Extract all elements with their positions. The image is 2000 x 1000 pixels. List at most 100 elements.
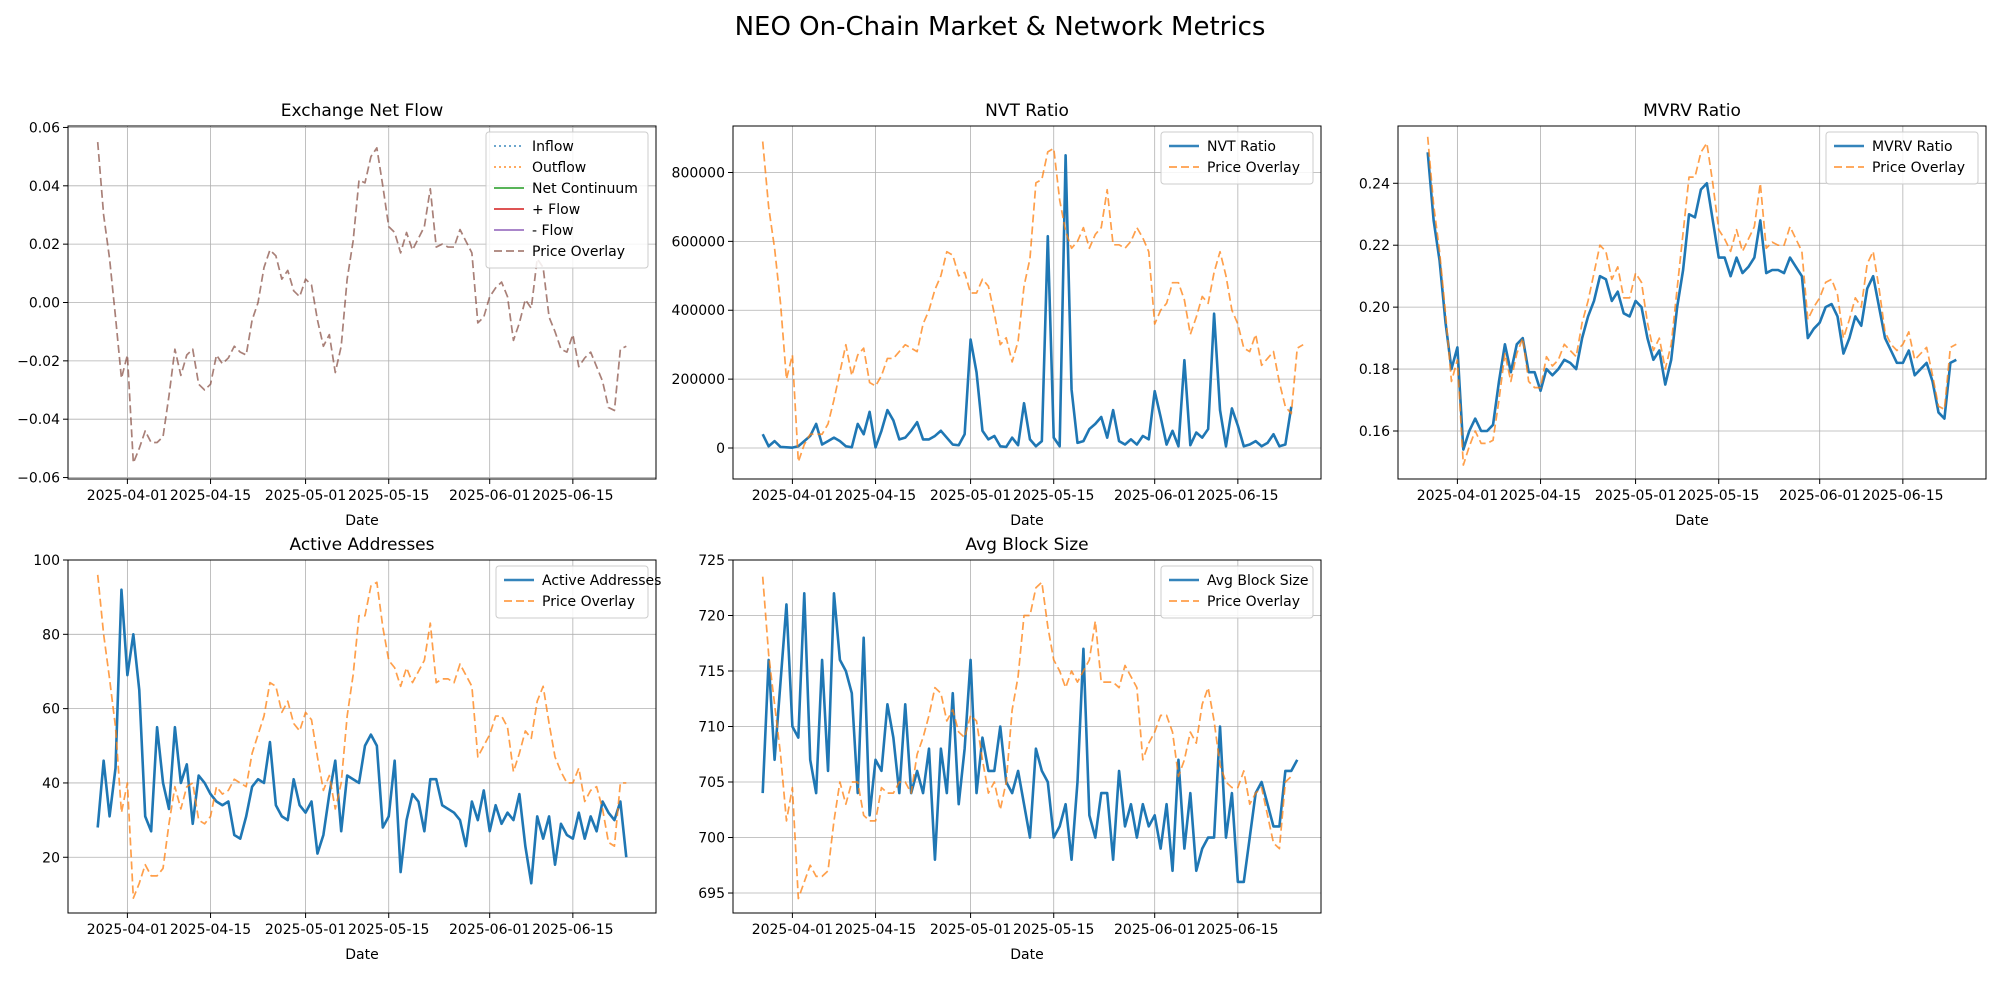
x-tick-label: 2025-04-15: [170, 922, 251, 938]
legend: Inflow Outflow Net Continuum + Flow - Flow Pr…: [485, 131, 649, 269]
legend: Avg Block Size Price Overlay: [1160, 565, 1314, 619]
y-tick-label: 0.22: [1359, 238, 1390, 254]
x-tick-label: 2025-05-01: [930, 922, 1011, 938]
x-tick-label: 2025-05-15: [1013, 488, 1094, 504]
x-tick-label: 2025-04-15: [835, 488, 916, 504]
x-tick-label: 2025-06-15: [532, 488, 613, 504]
y-tick-label: 40: [42, 776, 60, 792]
panel-mvrv-ratio: MVRV Ratio 2025-04-01 2025-04-15 2025-05-01…: [1359, 101, 1987, 529]
legend-label: - Flow: [532, 223, 573, 239]
y-tick-label: 0.20: [1359, 300, 1390, 316]
series-line-nvt-ratio: [761, 153, 1293, 449]
series-line-mvrv-ratio: [1426, 152, 1957, 451]
x-tick-label: 2025-06-01: [449, 922, 530, 938]
legend: MVRV Ratio Price Overlay: [1825, 131, 1979, 185]
x-tick-label: 2025-05-15: [348, 488, 429, 504]
y-tick-label: 400000: [672, 303, 725, 319]
legend-label: Price Overlay: [1207, 594, 1300, 610]
x-axis-label: Date: [345, 947, 378, 963]
x-axis-label: Date: [1010, 947, 1043, 963]
x-axis-label: Date: [1010, 513, 1043, 529]
legend-label: Price Overlay: [1207, 160, 1300, 176]
y-tick-label: 600000: [672, 234, 725, 250]
plot-area: [96, 574, 628, 899]
legend-label: + Flow: [532, 202, 580, 218]
y-tick-label: 0.18: [1359, 362, 1390, 378]
panel-exchange-net-flow: Exchange Net Flow 2025-04-01 2025-04-15 202…: [17, 101, 657, 529]
x-tick-label: 2025-05-01: [265, 488, 346, 504]
y-tick-label: 800000: [672, 165, 725, 181]
legend-label: Price Overlay: [542, 594, 635, 610]
panel-avg-block-size: Avg Block Size 2025-04-01 2025-04-15 2025-0…: [698, 535, 1322, 963]
y-tick-label: 0.16: [1359, 424, 1390, 440]
x-tick-label: 2025-04-15: [1500, 488, 1581, 504]
x-tick-label: 2025-04-01: [87, 922, 168, 938]
y-tick-label: 725: [698, 553, 725, 569]
chart-title: MVRV Ratio: [1643, 101, 1741, 121]
axes-frame: [732, 559, 1322, 914]
x-axis-label: Date: [1675, 513, 1708, 529]
x-tick-label: 2025-04-01: [87, 488, 168, 504]
x-tick-label: 2025-04-01: [752, 922, 833, 938]
series-line-price-overlay: [96, 574, 627, 899]
y-tick-label: 60: [42, 702, 60, 718]
y-tick-label: 0: [716, 441, 725, 457]
y-tick-label: 100: [33, 553, 60, 569]
chart-title: Exchange Net Flow: [281, 101, 444, 121]
axes-frame: [1397, 125, 1987, 480]
x-tick-label: 2025-05-01: [930, 488, 1011, 504]
y-tick-label: 720: [698, 609, 725, 625]
y-tick-label: −0.06: [17, 471, 60, 487]
plot-area: [1426, 136, 1957, 466]
y-tick-label: 0.00: [29, 296, 60, 312]
x-tick-label: 2025-06-15: [1862, 488, 1943, 504]
y-tick-label: −0.02: [17, 354, 60, 370]
legend-box: [485, 131, 649, 269]
x-tick-label: 2025-05-15: [1678, 488, 1759, 504]
panel-active-addresses: Active Addresses 2025-04-01 2025-04-15 2025…: [33, 535, 661, 963]
y-tick-label: 715: [698, 664, 725, 680]
y-tick-label: 0.24: [1359, 176, 1390, 192]
axes-frame: [732, 125, 1322, 480]
y-tick-label: 0.04: [29, 179, 60, 195]
plot-area: [761, 576, 1299, 900]
x-tick-label: 2025-06-01: [1114, 922, 1195, 938]
x-tick-label: 2025-06-01: [1114, 488, 1195, 504]
legend: Active Addresses Price Overlay: [495, 565, 661, 619]
axes-frame: [67, 125, 657, 480]
series-line-avg-block-size: [761, 591, 1299, 884]
chart-title: Active Addresses: [289, 535, 434, 555]
y-tick-label: 200000: [672, 372, 725, 388]
x-tick-label: 2025-05-01: [265, 922, 346, 938]
legend-label: MVRV Ratio: [1872, 139, 1953, 155]
y-tick-label: 700: [698, 831, 725, 847]
legend-label: NVT Ratio: [1207, 139, 1276, 155]
x-tick-label: 2025-06-01: [1779, 488, 1860, 504]
legend: NVT Ratio Price Overlay: [1160, 131, 1314, 185]
x-axis-label: Date: [345, 513, 378, 529]
legend-label: Avg Block Size: [1207, 573, 1308, 589]
y-tick-label: 20: [42, 850, 60, 866]
y-tick-label: 0.06: [29, 120, 60, 136]
plot-area: [761, 141, 1304, 463]
x-tick-label: 2025-04-15: [835, 922, 916, 938]
y-tick-label: 80: [42, 627, 60, 643]
figure-title: NEO On-Chain Market & Network Metrics: [734, 12, 1266, 42]
legend-label: Price Overlay: [532, 244, 625, 260]
x-tick-label: 2025-05-15: [348, 922, 429, 938]
y-tick-label: 695: [698, 886, 725, 902]
legend-label: Price Overlay: [1872, 160, 1965, 176]
legend-label: Net Continuum: [532, 181, 638, 197]
chart-title: Avg Block Size: [965, 535, 1088, 555]
x-tick-label: 2025-05-15: [1013, 922, 1094, 938]
series-line-price-overlay: [761, 141, 1304, 463]
y-tick-label: 710: [698, 720, 725, 736]
y-tick-label: 705: [698, 775, 725, 791]
x-tick-label: 2025-04-15: [170, 488, 251, 504]
x-tick-label: 2025-04-01: [752, 488, 833, 504]
chart-title: NVT Ratio: [985, 101, 1069, 121]
x-tick-label: 2025-04-01: [1417, 488, 1498, 504]
legend-label: Inflow: [532, 139, 574, 155]
